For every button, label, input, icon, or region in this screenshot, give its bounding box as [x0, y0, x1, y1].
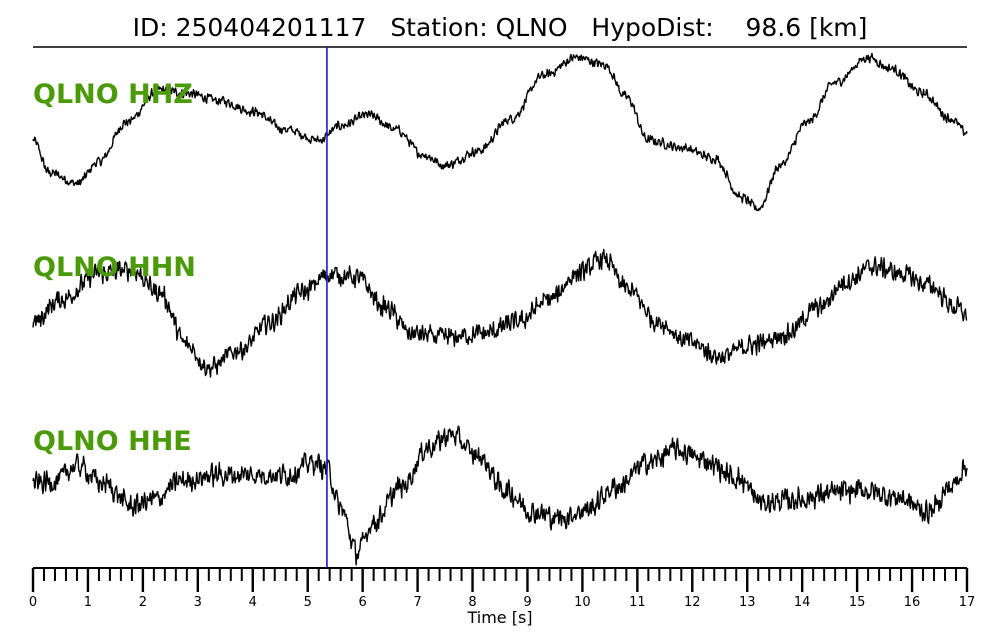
tick-label: 6	[359, 595, 367, 610]
tick-label: 13	[739, 595, 756, 610]
tick-label: 2	[139, 595, 147, 610]
figure-title: ID: 250404201117 Station: QLNO HypoDist:…	[133, 13, 868, 42]
trace-label-2: QLNO HHN	[33, 252, 196, 283]
tick-label: 1	[84, 595, 92, 610]
station-value: QLNO	[496, 13, 568, 42]
tick-label: 7	[413, 595, 421, 610]
trace-label-3: QLNO HHE	[33, 426, 192, 457]
waveform-trace-3	[32, 425, 968, 566]
tick-label: 10	[574, 595, 591, 610]
tick-label: 15	[849, 595, 866, 610]
trace-group	[32, 52, 968, 566]
hypodist-value: 98.6	[745, 13, 801, 42]
tick-label: 11	[629, 595, 646, 610]
waveform-trace-1	[32, 52, 968, 212]
tick-label: 5	[304, 595, 312, 610]
tick-label: 14	[794, 595, 811, 610]
axis-tick-labels: 0 1 2 3 4 5 6 7 8 9 10 11 12 13 14 15 16 17	[29, 595, 975, 610]
tick-label: 3	[194, 595, 202, 610]
time-axis: 0 1 2 3 4 5 6 7 8 9 10 11 12 13 14 15 16 17 Time [s]	[29, 567, 975, 627]
station-label: Station:	[390, 13, 487, 42]
x-axis-label: Time [s]	[466, 608, 532, 627]
tick-label: 0	[29, 595, 37, 610]
tick-label: 17	[959, 595, 976, 610]
tick-label: 16	[904, 595, 921, 610]
tick-label: 9	[523, 595, 531, 610]
hypodist-unit: [km]	[809, 13, 867, 42]
trace-label-1: QLNO HHZ	[33, 79, 193, 110]
id-value: 250404201117	[176, 13, 367, 42]
id-label: ID:	[133, 13, 168, 42]
hypodist-label: HypoDist:	[591, 13, 713, 42]
axis-ticks	[31, 568, 969, 592]
tick-label: 4	[249, 595, 257, 610]
tick-label: 8	[468, 595, 476, 610]
tick-label: 12	[684, 595, 701, 610]
waveform-trace-2	[32, 248, 968, 378]
trace-label-group: QLNO HHZ QLNO HHN QLNO HHE	[33, 79, 196, 457]
